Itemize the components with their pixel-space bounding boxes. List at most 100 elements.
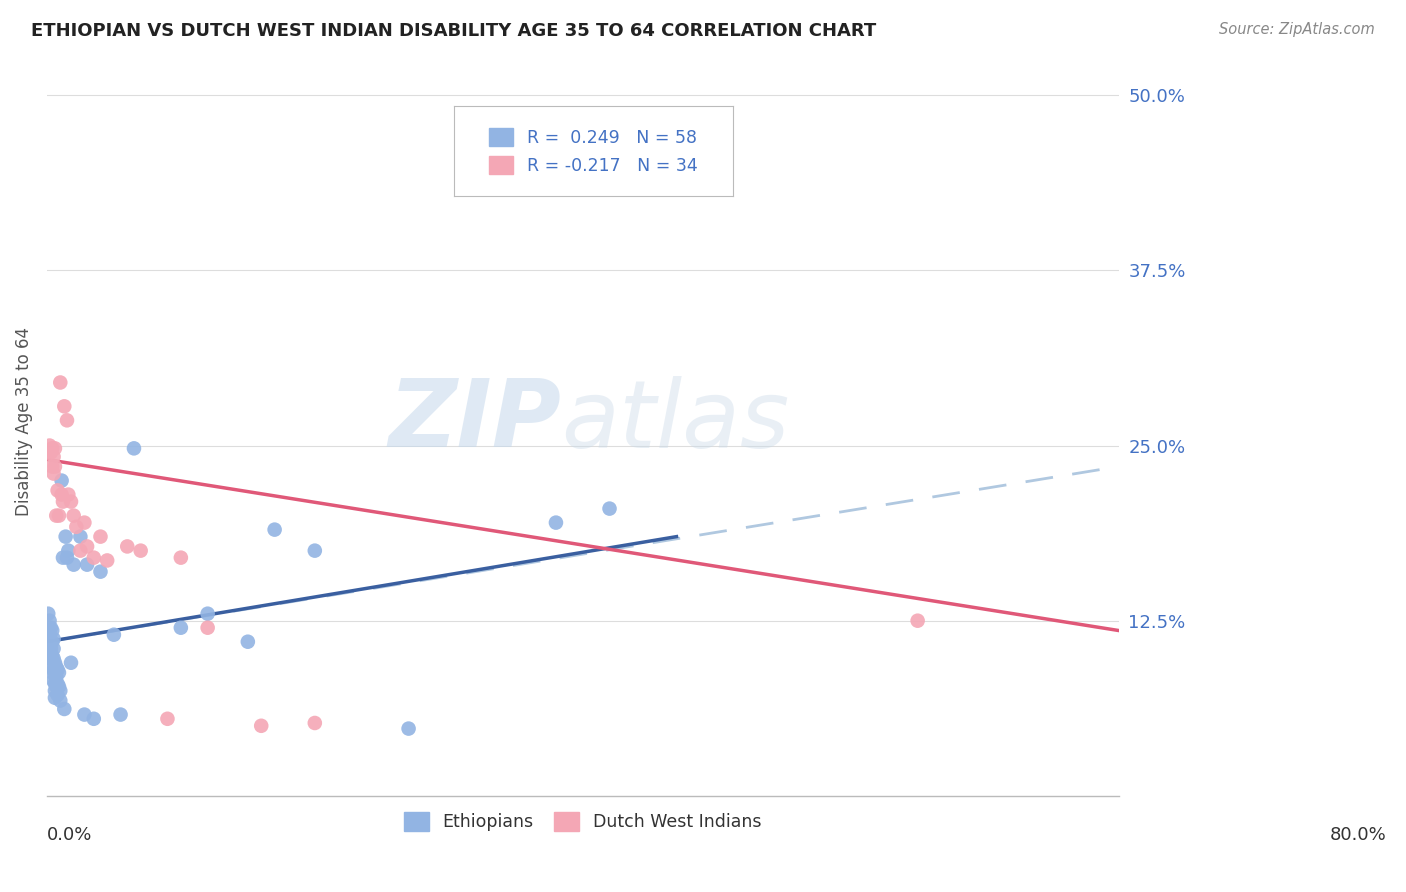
Point [59,494,82,508]
Point [304,543,326,558]
Point [44,665,66,680]
Point [250,719,273,733]
Point [599,501,621,516]
Point [39,641,62,656]
Point [49,683,72,698]
Point [48,680,70,694]
Point [62,558,84,572]
Point [46,483,69,498]
Point [197,607,219,621]
Point [42,663,65,677]
Point [42,467,65,481]
Point [53,702,76,716]
Point [48,508,70,523]
Y-axis label: Disability Age 35 to 64: Disability Age 35 to 64 [15,326,32,516]
Point [41,648,63,663]
Point [42,450,65,464]
Point [51,487,73,501]
Point [39,621,62,635]
Point [45,670,67,684]
Point [41,624,63,638]
Point [59,656,82,670]
Point [117,540,139,554]
Point [52,494,75,508]
Text: ETHIOPIAN VS DUTCH WEST INDIAN DISABILITY AGE 35 TO 64 CORRELATION CHART: ETHIOPIAN VS DUTCH WEST INDIAN DISABILIT… [31,22,876,40]
Point [42,673,65,688]
Point [170,621,193,635]
Point [38,438,60,452]
Point [44,656,66,670]
Point [76,540,98,554]
Legend: Ethiopians, Dutch West Indians: Ethiopians, Dutch West Indians [395,803,770,839]
Point [197,621,219,635]
Point [76,558,98,572]
Point [46,688,69,702]
Point [41,459,63,474]
Point [44,677,66,691]
Text: 80.0%: 80.0% [1330,826,1386,844]
Point [156,712,179,726]
Point [46,663,69,677]
Point [45,660,67,674]
Point [41,665,63,680]
Point [45,508,67,523]
Point [37,624,59,638]
Point [38,651,60,665]
Point [44,459,66,474]
Point [83,550,105,565]
Point [52,550,75,565]
Point [263,523,285,537]
Point [170,550,193,565]
Text: Source: ZipAtlas.com: Source: ZipAtlas.com [1219,22,1375,37]
Text: atlas: atlas [561,376,790,467]
Point [41,634,63,648]
Point [42,632,65,646]
Point [58,487,80,501]
Point [38,628,60,642]
Point [58,543,80,558]
Point [42,651,65,665]
Point [44,690,66,705]
Point [53,400,76,414]
Point [44,442,66,456]
Point [304,716,326,731]
Point [69,543,91,558]
Point [110,707,132,722]
Point [83,712,105,726]
Point [51,474,73,488]
Point [89,565,111,579]
Point [42,641,65,656]
Point [398,722,420,736]
Point [236,634,259,648]
Point [41,442,63,456]
Point [39,445,62,459]
Point [37,638,59,652]
Point [122,442,145,456]
Point [73,516,96,530]
Point [73,707,96,722]
Point [89,530,111,544]
Point [62,508,84,523]
Point [69,530,91,544]
Text: ZIP: ZIP [388,375,561,467]
Point [49,376,72,390]
Point [49,693,72,707]
Point [65,520,87,534]
Point [55,530,77,544]
Point [46,677,69,691]
Text: 0.0%: 0.0% [46,826,93,844]
Point [544,516,567,530]
Point [39,634,62,648]
Point [907,614,929,628]
Point [129,543,152,558]
Point [103,628,125,642]
Point [96,553,118,567]
Point [45,680,67,694]
Point [56,413,79,427]
Point [56,550,79,565]
Point [37,607,59,621]
Point [38,614,60,628]
Point [44,683,66,698]
Point [48,665,70,680]
Point [39,656,62,670]
